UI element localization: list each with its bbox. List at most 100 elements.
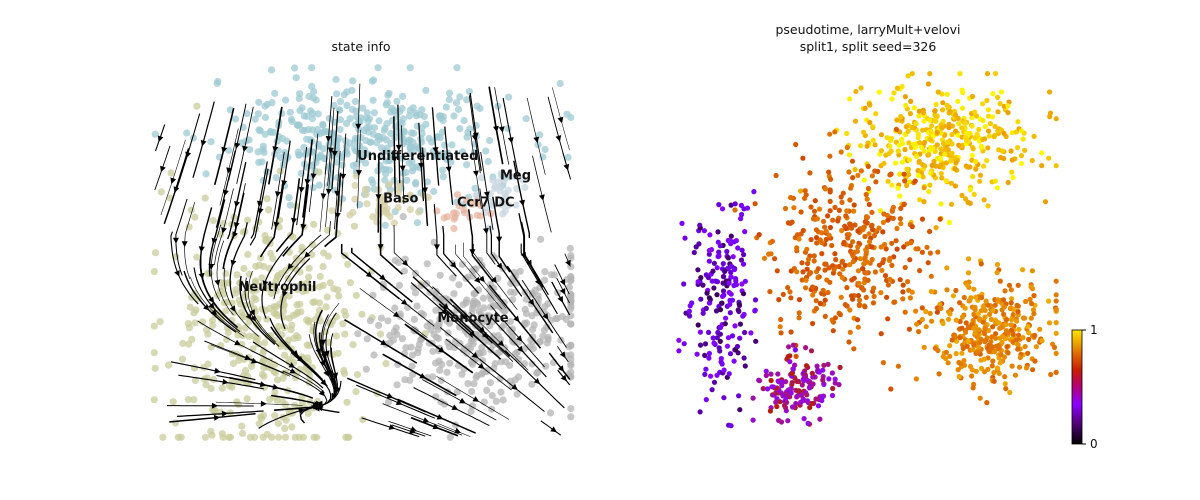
stream-line [192,101,215,178]
pseudotime-point [727,351,734,357]
pseudotime-point [877,208,884,214]
cell-point [264,285,272,293]
cell-point [499,210,507,218]
pseudotime-point [984,71,991,77]
pseudotime-point [777,324,783,330]
cell-point [386,156,394,165]
cell-point [336,116,344,124]
pseudotime-point [985,107,992,113]
cell-point [294,308,302,316]
pseudotime-point [927,228,933,235]
stream-arrowhead [275,191,281,198]
pseudotime-point [839,199,845,205]
pseudotime-point [994,365,1001,371]
cell-point [228,299,236,307]
pseudotime-point [952,183,959,189]
cell-point [183,129,191,137]
stream-arrowhead [409,428,416,434]
stream-arrowhead [517,345,524,353]
cell-point [348,86,356,94]
cell-point [201,433,209,441]
stream-line [418,122,425,202]
cell-point [415,208,423,216]
pseudotime-point [977,340,983,346]
pseudotime-point [721,367,727,373]
pseudotime-point [977,172,984,178]
pseudotime-point [705,274,712,281]
cell-point [455,281,463,289]
pseudotime-point [679,220,685,226]
pseudotime-point [767,289,773,295]
pseudotime-point [961,294,967,301]
pseudotime-point [907,295,914,301]
pseudotime-point [773,172,779,179]
pseudotime-point [803,345,809,351]
pseudotime-point [711,340,717,346]
pseudotime-point [1020,136,1026,142]
stream-line [422,379,497,421]
pseudotime-point [838,294,844,300]
cell-point [364,117,372,125]
cell-point [472,191,480,199]
pseudotime-point [727,301,733,307]
stream-arrowhead [557,116,564,124]
cell-point [305,92,313,100]
stream-line [178,374,264,390]
pseudotime-point [813,305,820,312]
cluster-label-neutrophil: Neutrophil [239,280,317,295]
pseudotime-point [768,371,774,377]
stream-line [540,420,562,436]
stream-arrowhead [222,189,229,197]
pseudotime-point [742,329,748,336]
pseudotime-point [717,243,723,249]
stream-line [270,326,328,387]
pseudotime-point [722,321,728,327]
pseudotime-point [687,313,693,319]
pseudotime-point [971,286,977,292]
pseudotime-point [730,254,736,260]
pseudotime-point [884,135,890,141]
cell-point [488,318,497,326]
pseudotime-point [806,385,813,391]
cell-point [394,203,402,212]
pseudotime-point [929,162,935,168]
pseudotime-point [863,214,870,220]
pseudotime-point [896,152,902,158]
stream-line [210,344,291,377]
stream-arrowhead [469,249,476,256]
stream-arrowhead [442,303,449,310]
cell-point [534,292,542,300]
stream-line [526,97,546,175]
cell-point [150,322,158,330]
cell-point [268,433,276,441]
pseudotime-point [953,317,959,323]
cell-point [267,289,275,297]
cell-point [169,398,177,406]
pseudotime-point [905,279,911,285]
cell-point [394,189,402,197]
cell-point [305,317,313,325]
cell-point [445,96,453,104]
pseudotime-point [852,222,858,228]
cell-point [353,371,362,379]
pseudotime-point [844,130,850,137]
pseudotime-point [932,112,938,118]
cell-point [463,161,471,169]
stream-arrowhead [257,200,263,207]
stream-arrowhead [260,400,267,407]
pseudotime-point [740,291,747,297]
pseudotime-point [1053,163,1059,169]
cell-point [377,314,386,322]
cell-point [437,376,445,385]
stream-arrowhead [289,368,297,374]
cell-point [387,139,395,148]
pseudotime-point [706,355,712,361]
pseudotime-point [731,358,737,364]
pseudotime-point [816,369,823,375]
pseudotime-point [980,101,986,107]
cell-point [294,334,302,342]
pseudotime-point [733,276,739,282]
stream-arrowhead [542,313,549,320]
stream-arrowhead [511,383,518,390]
pseudotime-point [889,182,895,188]
